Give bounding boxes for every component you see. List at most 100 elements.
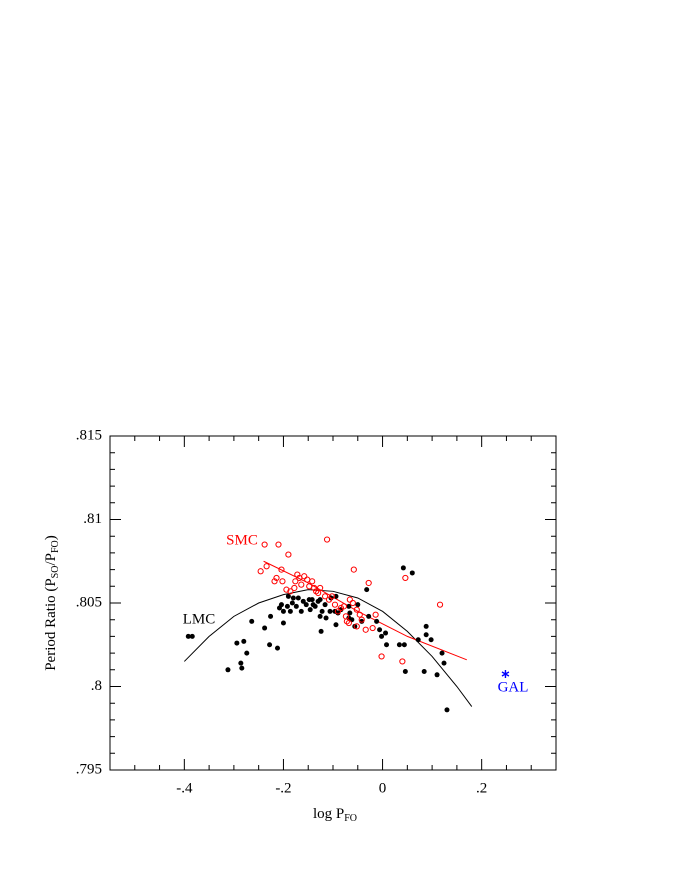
point <box>295 595 301 601</box>
point <box>340 603 348 610</box>
point <box>423 632 429 638</box>
point <box>318 628 324 634</box>
x-tick-label: 0 <box>379 780 387 796</box>
point <box>346 596 353 603</box>
point <box>365 579 372 587</box>
point <box>396 642 402 648</box>
point <box>401 642 407 648</box>
point <box>409 570 415 576</box>
point <box>337 604 345 612</box>
point <box>346 603 352 609</box>
point <box>331 601 339 608</box>
point <box>319 608 325 614</box>
point <box>307 607 313 613</box>
point <box>335 610 341 616</box>
point <box>309 597 315 603</box>
point <box>280 620 286 626</box>
point <box>300 598 306 604</box>
point <box>317 584 324 592</box>
point <box>402 574 409 582</box>
point <box>285 551 292 558</box>
point <box>303 602 309 608</box>
x-tick-label: .2 <box>476 780 487 796</box>
y-tick-label: .8 <box>91 678 102 694</box>
point <box>304 576 311 583</box>
point <box>249 618 255 624</box>
point <box>323 536 331 543</box>
point <box>349 617 355 623</box>
point <box>321 593 329 600</box>
point <box>322 602 328 608</box>
point <box>244 650 250 656</box>
point <box>353 606 360 613</box>
y-tick-label: .805 <box>76 594 102 610</box>
point <box>241 638 247 644</box>
point <box>400 565 406 571</box>
point <box>421 668 427 674</box>
point <box>294 571 301 578</box>
point <box>369 624 376 632</box>
point <box>262 625 268 631</box>
x-axis-label: log PFO <box>313 806 357 824</box>
point <box>358 616 365 623</box>
point <box>273 574 280 582</box>
x-tick-label: -.2 <box>275 780 291 796</box>
point <box>279 578 286 585</box>
point <box>311 584 318 592</box>
point <box>293 603 299 609</box>
point <box>283 586 290 593</box>
point <box>261 541 268 548</box>
point <box>328 593 336 600</box>
point <box>306 583 313 590</box>
point <box>333 622 339 628</box>
fit-line <box>183 589 473 707</box>
point <box>298 608 304 614</box>
point <box>439 650 445 656</box>
point <box>239 665 245 671</box>
point <box>383 630 389 636</box>
point <box>275 541 282 548</box>
point <box>327 608 333 614</box>
point <box>374 618 380 624</box>
y-tick-label: .81 <box>83 511 102 527</box>
point <box>366 613 372 619</box>
y-tick-label: .815 <box>76 427 102 443</box>
point <box>356 611 363 618</box>
point <box>287 608 293 614</box>
y-axis-label: Period Ratio (PSO/PFO) <box>43 535 61 671</box>
x-tick-label: -.4 <box>176 780 193 796</box>
point <box>399 658 406 665</box>
point <box>501 669 510 678</box>
point <box>428 637 434 643</box>
point <box>185 633 191 639</box>
point <box>434 672 440 678</box>
point <box>225 667 231 673</box>
point <box>284 603 290 609</box>
series-label: SMC <box>226 532 258 548</box>
point <box>312 603 318 609</box>
point <box>359 618 365 624</box>
point <box>274 645 280 651</box>
fit-line <box>263 560 467 661</box>
point <box>317 613 323 619</box>
point <box>378 653 385 660</box>
point <box>257 568 264 575</box>
point <box>263 563 270 570</box>
point <box>301 573 308 580</box>
point <box>298 581 305 588</box>
point <box>309 578 316 585</box>
point <box>362 626 369 633</box>
y-tick-label: .795 <box>76 761 102 777</box>
point <box>349 599 356 607</box>
point <box>323 615 329 621</box>
point <box>350 566 357 573</box>
point <box>347 610 353 616</box>
point <box>352 623 358 629</box>
point <box>364 587 370 593</box>
point <box>234 640 240 646</box>
point <box>345 619 352 627</box>
point <box>353 623 360 630</box>
point <box>444 707 450 713</box>
point <box>402 668 408 674</box>
